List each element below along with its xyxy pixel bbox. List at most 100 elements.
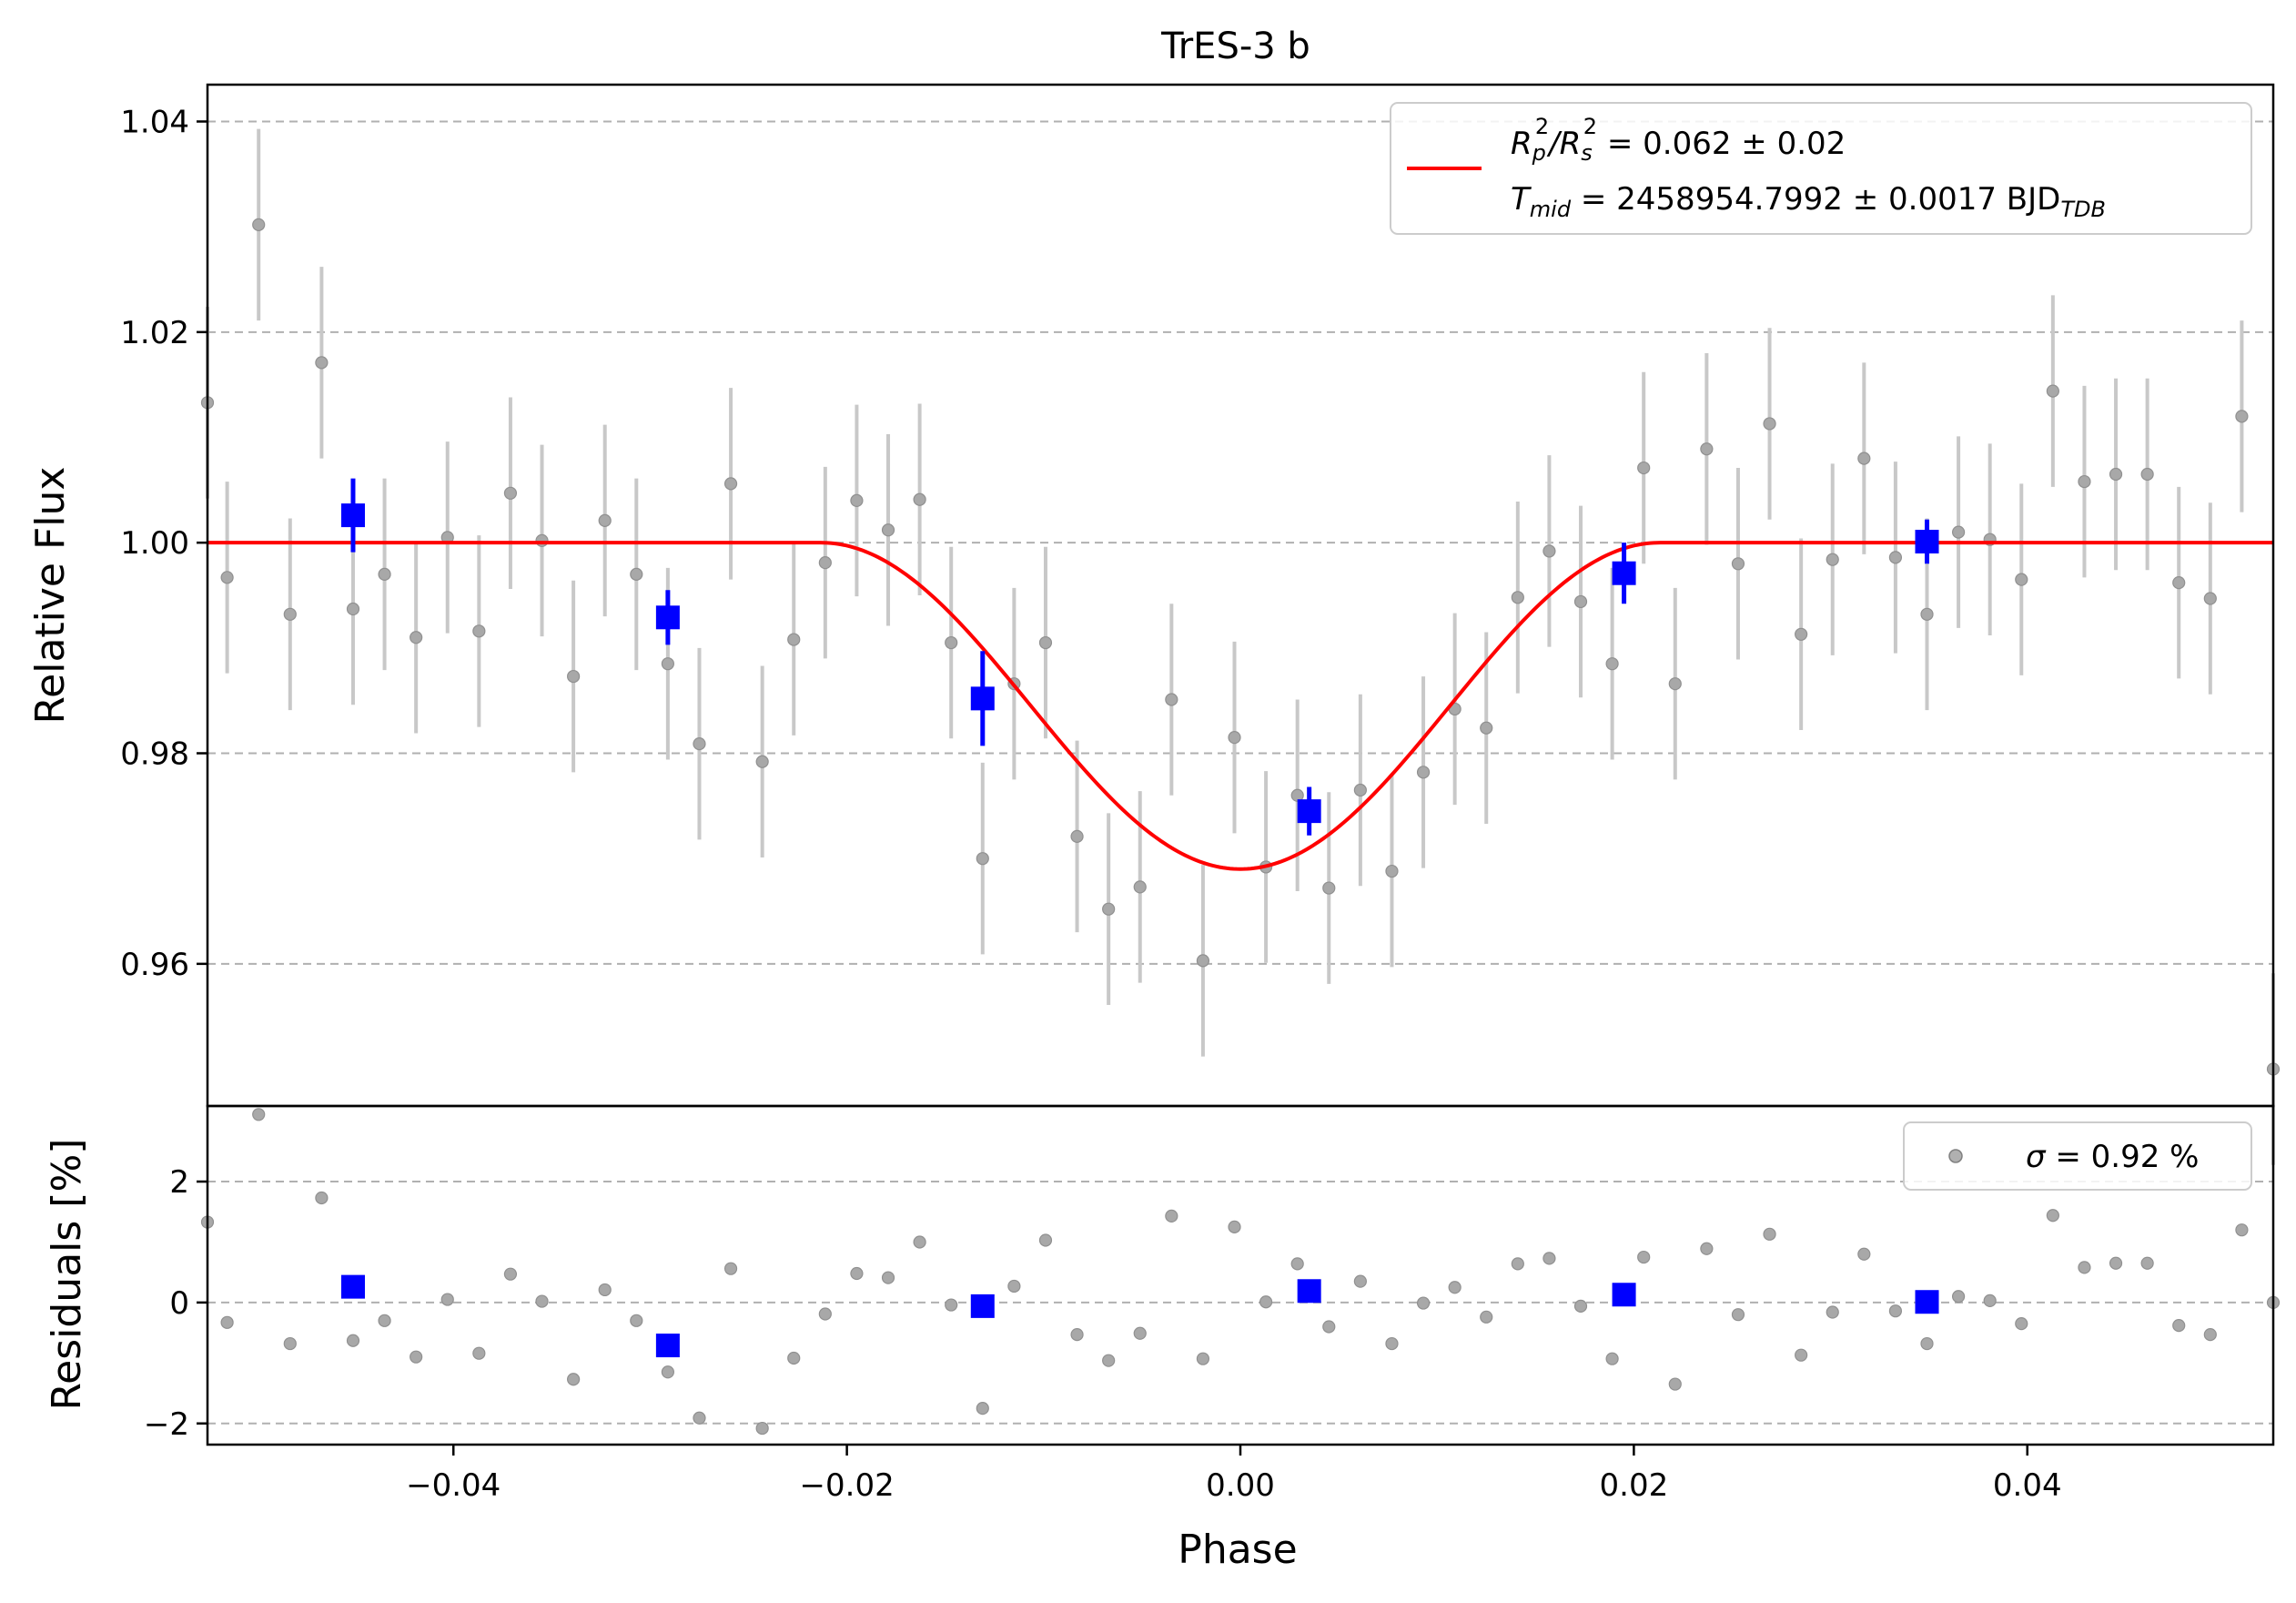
legend-sigma-entry: σ = 0.92 % bbox=[2026, 1139, 2199, 1175]
residual-point bbox=[2015, 1317, 2028, 1331]
residual-point bbox=[2235, 1223, 2249, 1237]
residual-point bbox=[1290, 1257, 1304, 1271]
residual-point bbox=[410, 1350, 423, 1364]
residual-binned-point bbox=[1612, 1283, 1636, 1307]
residual-point bbox=[850, 1266, 864, 1281]
data-point bbox=[535, 533, 549, 547]
binned-point bbox=[340, 503, 365, 528]
residual-binned-point bbox=[970, 1294, 995, 1318]
residual-point bbox=[2172, 1319, 2186, 1333]
residual-point bbox=[2078, 1261, 2091, 1274]
residual-point bbox=[1795, 1348, 1808, 1362]
legend-residual-marker bbox=[1948, 1149, 1963, 1163]
data-point bbox=[1228, 731, 1241, 745]
data-point bbox=[252, 218, 266, 231]
data-point bbox=[1951, 525, 1966, 539]
data-point bbox=[315, 356, 329, 370]
residual-point bbox=[2140, 1256, 2154, 1270]
bottom-legend-box bbox=[1903, 1121, 2252, 1191]
top-legend-box bbox=[1390, 102, 2252, 235]
residual-point bbox=[818, 1307, 832, 1321]
data-point bbox=[945, 635, 958, 650]
residual-point bbox=[2046, 1209, 2059, 1223]
residual-point bbox=[1511, 1257, 1524, 1271]
residual-point bbox=[503, 1267, 518, 1281]
bottom-x-ticks: −0.04 −0.02 0.00 0.02 0.04 bbox=[406, 1445, 2062, 1504]
residual-point bbox=[1322, 1320, 1336, 1334]
legend-tmid-entry: Tmid = 2458954.7992 ± 0.0017 BJDTDB bbox=[1511, 181, 2106, 222]
residual-point bbox=[598, 1283, 612, 1297]
residual-point bbox=[630, 1314, 643, 1327]
bottom-y-tick-label: 0 bbox=[169, 1285, 189, 1322]
residual-point bbox=[787, 1351, 801, 1365]
residual-point bbox=[976, 1402, 989, 1415]
residual-point bbox=[2203, 1327, 2217, 1342]
data-point bbox=[1385, 864, 1399, 878]
data-point bbox=[723, 477, 738, 491]
residual-point bbox=[315, 1191, 329, 1205]
residual-point bbox=[1920, 1336, 1934, 1351]
data-point bbox=[283, 607, 297, 621]
data-point bbox=[1322, 881, 1336, 895]
bottom-y-ticks: −2 0 2 bbox=[144, 1164, 207, 1443]
data-point bbox=[1070, 829, 1084, 843]
residual-point bbox=[1448, 1281, 1462, 1294]
binned-point bbox=[1612, 561, 1636, 585]
residual-point bbox=[1573, 1299, 1588, 1313]
data-point bbox=[787, 633, 801, 646]
data-point bbox=[1826, 553, 1839, 566]
binned-point bbox=[1915, 530, 1939, 554]
top-y-tick-label: 1.00 bbox=[120, 525, 189, 562]
residual-point bbox=[252, 1108, 266, 1121]
residual-point bbox=[1259, 1295, 1273, 1309]
data-point bbox=[2015, 573, 2028, 586]
data-point bbox=[567, 669, 581, 684]
data-point bbox=[1857, 451, 1871, 465]
residual-point bbox=[1007, 1279, 1021, 1294]
data-point bbox=[850, 493, 864, 507]
residual-point bbox=[881, 1271, 895, 1284]
residual-point bbox=[1070, 1327, 1084, 1342]
data-point bbox=[818, 556, 832, 570]
legend-depth-entry: Rp2/Rs2 = 0.062 ± 0.02 bbox=[1511, 114, 1846, 166]
x-tick-label: 0.00 bbox=[1206, 1467, 1275, 1504]
data-point bbox=[1353, 783, 1367, 797]
residual-point bbox=[661, 1365, 674, 1379]
data-point bbox=[378, 567, 391, 581]
bottom-y-tick-label: −2 bbox=[144, 1406, 189, 1443]
residual-point bbox=[1826, 1305, 1839, 1319]
data-point bbox=[1700, 442, 1714, 456]
data-point bbox=[598, 513, 612, 527]
residual-points bbox=[200, 1108, 2281, 1436]
data-point bbox=[755, 755, 769, 768]
binned-point bbox=[970, 686, 995, 711]
data-point bbox=[1888, 551, 1903, 564]
residual-point bbox=[1196, 1352, 1210, 1365]
residual-binned-point bbox=[1915, 1290, 1939, 1314]
residual-point bbox=[346, 1334, 360, 1347]
data-point bbox=[2140, 467, 2154, 482]
data-point bbox=[220, 571, 234, 584]
data-point bbox=[2078, 474, 2091, 489]
data-point bbox=[630, 567, 643, 581]
residual-point bbox=[1763, 1227, 1776, 1241]
top-y-tick-label: 0.96 bbox=[120, 947, 189, 983]
residual-point bbox=[378, 1314, 391, 1327]
residual-binned-point bbox=[655, 1334, 680, 1358]
binned-point bbox=[1297, 799, 1321, 824]
data-point bbox=[2172, 576, 2186, 590]
data-point bbox=[1573, 594, 1588, 609]
data-point bbox=[1920, 607, 1934, 621]
residual-binned-points bbox=[340, 1274, 1939, 1358]
residual-point bbox=[472, 1346, 486, 1360]
residual-point bbox=[535, 1294, 549, 1308]
x-axis-label: Phase bbox=[1178, 1527, 1297, 1573]
data-point bbox=[913, 492, 926, 506]
residual-point bbox=[1480, 1310, 1493, 1324]
data-point bbox=[1763, 417, 1776, 431]
residual-point bbox=[1983, 1294, 1997, 1308]
data-point bbox=[1795, 627, 1808, 641]
top-y-tick-label: 1.02 bbox=[120, 315, 189, 351]
residual-point bbox=[440, 1293, 454, 1306]
